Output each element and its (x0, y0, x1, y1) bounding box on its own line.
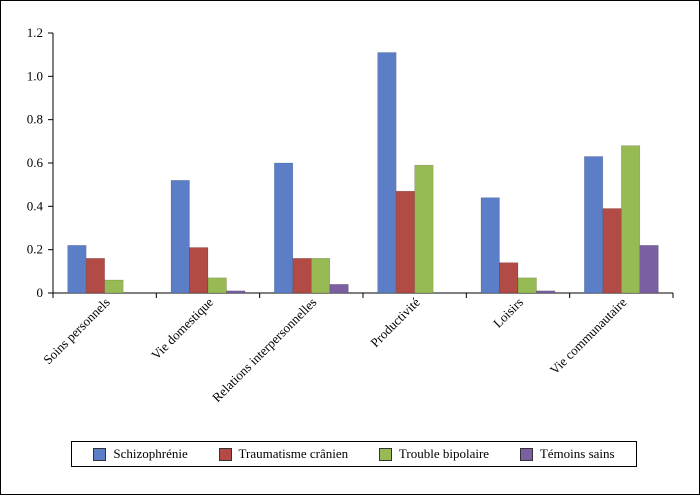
legend-label: Témoins sains (539, 446, 615, 461)
bar-2-3 (414, 164, 434, 294)
legend-item: Trouble bipolaire (378, 446, 490, 462)
bar-3-4 (536, 290, 556, 294)
bar-0-4 (480, 197, 500, 294)
bar-2-5 (621, 145, 641, 294)
legend: Schizophrénie Traumatisme crânien Trouble … (71, 441, 637, 467)
bars (67, 52, 659, 294)
legend-label: Traumatisme crânien (238, 446, 349, 461)
legend-item: Traumatisme crânien (218, 446, 349, 462)
bar-1-5 (602, 208, 622, 294)
category-label: Loisirs (490, 295, 526, 331)
y-tick-label: 0.2 (27, 242, 43, 257)
y-tick-label: 1.2 (27, 25, 43, 40)
legend-swatch (218, 447, 232, 461)
bar-1-1 (189, 247, 209, 294)
bar-2-4 (517, 277, 537, 294)
bar-0-5 (584, 156, 604, 294)
bar-2-2 (311, 258, 331, 294)
bar-2-1 (207, 277, 227, 294)
bar-1-3 (395, 190, 415, 294)
bar-0-1 (170, 180, 190, 294)
category-label: Productivité (367, 294, 423, 350)
legend-swatch (378, 447, 392, 461)
category-label: Soins personnels (40, 295, 113, 368)
legend-swatch (93, 447, 107, 461)
bar-3-1 (226, 290, 246, 294)
y-ticks: 0 0.2 0.4 0.6 0.8 1.0 1.2 (27, 25, 53, 300)
bar-1-4 (499, 262, 519, 294)
bar-0-3 (377, 52, 397, 294)
y-tick-label: 0 (37, 285, 44, 300)
y-tick-label: 0.8 (27, 112, 43, 127)
y-tick-label: 1.0 (27, 68, 43, 83)
bar-2-0 (104, 279, 124, 294)
category-label: Vie domestique (148, 294, 216, 362)
legend-item: Schizophrénie (93, 446, 188, 462)
legend-item: Témoins sains (519, 446, 615, 462)
category-labels: Soins personnels Vie domestiqueRelations … (40, 294, 629, 405)
x-ticks (52, 293, 674, 298)
legend-label: Schizophrénie (113, 446, 188, 461)
y-tick-label: 0.4 (27, 198, 44, 213)
category-label: Relations interpersonnelles (209, 295, 319, 405)
bar-3-2 (329, 284, 349, 294)
y-tick-label: 0.6 (27, 155, 44, 170)
category-label: Vie communautaire (547, 294, 630, 377)
bar-3-5 (639, 245, 659, 294)
legend-label: Trouble bipolaire (398, 446, 490, 461)
axes (52, 33, 673, 294)
bar-1-2 (292, 258, 312, 294)
bar-1-0 (85, 258, 105, 294)
bar-0-0 (67, 245, 87, 294)
legend-swatch (519, 447, 533, 461)
bar-0-2 (274, 162, 294, 294)
